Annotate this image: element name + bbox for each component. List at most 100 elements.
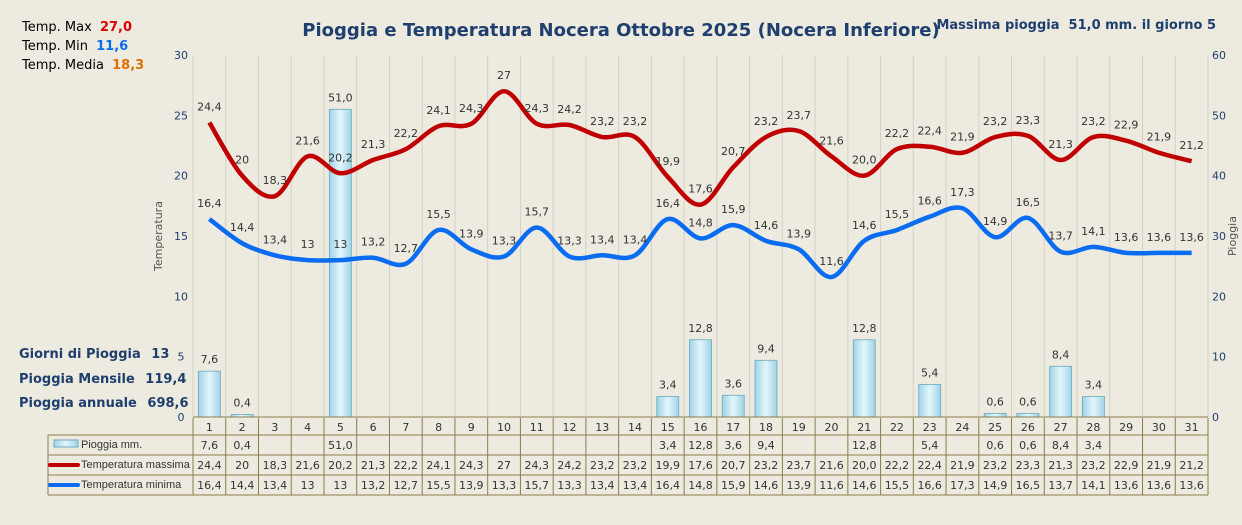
table-cell: 3,6 <box>724 439 742 452</box>
tmax-data-label: 19,9 <box>656 155 681 168</box>
table-cell: 7,6 <box>201 439 219 452</box>
table-cell: 23,3 <box>1016 459 1041 472</box>
rain-data-label: 0,6 <box>1019 395 1037 408</box>
rain-bar <box>197 370 221 418</box>
max-rain-note: Massima pioggia 51,0 mm. il giorno 5 <box>936 18 1216 33</box>
table-cell: 21,9 <box>950 459 975 472</box>
tmax-data-label: 18,3 <box>263 174 288 187</box>
table-cell: 17,3 <box>950 479 975 492</box>
tmax-value: 27,0 <box>99 20 133 35</box>
tmin-data-label: 13 <box>333 238 347 251</box>
tmin-data-label: 15,5 <box>885 208 910 221</box>
rain-bar <box>918 384 942 418</box>
table-cell: 24,3 <box>525 459 550 472</box>
rain-data-label: 9,4 <box>757 342 775 355</box>
tmax-data-label: 21,3 <box>361 138 386 151</box>
legend-label: Temperatura minima <box>81 479 182 491</box>
table-cell: 20 <box>235 459 249 472</box>
table-cell: 13 <box>333 479 347 492</box>
rain-data-label: 12,8 <box>688 322 713 335</box>
day-label: 23 <box>923 421 937 434</box>
table-cell: 24,1 <box>426 459 451 472</box>
day-label: 2 <box>239 421 246 434</box>
day-label: 28 <box>1086 421 1100 434</box>
tmin-data-label: 13,2 <box>361 236 386 249</box>
table-cell: 12,7 <box>394 479 419 492</box>
rain-bar <box>656 396 680 418</box>
day-label: 5 <box>337 421 344 434</box>
tmax-data-label: 17,6 <box>688 183 713 196</box>
y-tick-left: 20 <box>174 170 188 183</box>
tmin-data-label: 14,8 <box>688 216 713 229</box>
rain-bar <box>689 339 712 418</box>
rain-bar <box>754 359 778 418</box>
table-cell: 12,8 <box>688 439 713 452</box>
table-cell: 21,6 <box>295 459 320 472</box>
table-cell: 0,6 <box>986 439 1004 452</box>
tmax-data-label: 21,6 <box>819 134 844 147</box>
tmin-data-label: 14,4 <box>230 221 255 234</box>
tmax-data-label: 21,2 <box>1179 139 1204 152</box>
table-cell: 23,2 <box>590 459 615 472</box>
day-label: 7 <box>402 421 409 434</box>
rain-data-label: 8,4 <box>1052 348 1070 361</box>
day-label: 4 <box>304 421 311 434</box>
table-cell: 9,4 <box>757 439 775 452</box>
day-label: 26 <box>1021 421 1035 434</box>
day-label: 11 <box>530 421 544 434</box>
tmin-data-label: 13,4 <box>263 233 288 246</box>
day-label: 31 <box>1185 421 1199 434</box>
day-label: 21 <box>857 421 871 434</box>
day-label: 3 <box>271 421 278 434</box>
day-label: 12 <box>563 421 577 434</box>
table-cell: 8,4 <box>1052 439 1070 452</box>
table-cell: 23,7 <box>786 459 811 472</box>
rain-data-label: 3,4 <box>659 378 677 391</box>
rain-data-label: 12,8 <box>852 322 877 335</box>
tmax-data-label: 23,3 <box>1016 114 1041 127</box>
tmax-label: Temp. Max <box>22 20 92 35</box>
tmax-data-label: 23,2 <box>983 115 1008 128</box>
tmin-data-label: 15,9 <box>721 203 746 216</box>
table-cell: 15,7 <box>525 479 550 492</box>
table-cell: 14,6 <box>754 479 779 492</box>
tmin-data-label: 13,9 <box>459 227 484 240</box>
table-cell: 21,6 <box>819 459 844 472</box>
summary-tmed: Temp. Media 18,3 <box>22 58 144 73</box>
tmax-data-label: 24,1 <box>426 104 451 117</box>
day-label: 20 <box>824 421 838 434</box>
legend-rain-icon <box>53 439 79 448</box>
summary-rain-year: Pioggia annuale 698,6 <box>19 396 189 411</box>
y-axis-title-right: Pioggia <box>1226 216 1239 256</box>
tmin-data-label: 16,5 <box>1016 196 1041 209</box>
day-label: 9 <box>468 421 475 434</box>
rain-data-label: 0,6 <box>986 395 1004 408</box>
rain-year-value: 698,6 <box>147 396 189 411</box>
table-cell: 15,9 <box>721 479 746 492</box>
chart-title: Pioggia e Temperatura Nocera Ottobre 202… <box>302 20 940 41</box>
y-tick-right: 30 <box>1212 230 1226 243</box>
y-tick-left: 10 <box>174 290 188 303</box>
rain-data-label: 3,4 <box>1085 378 1103 391</box>
tmin-data-label: 13,4 <box>623 233 648 246</box>
table-cell: 5,4 <box>921 439 939 452</box>
table-cell: 21,2 <box>1179 459 1204 472</box>
tmax-data-label: 20,7 <box>721 145 746 158</box>
tmax-data-label: 24,3 <box>459 102 484 115</box>
y-tick-right: 60 <box>1212 49 1226 62</box>
legend-label: Temperatura massima <box>81 459 191 471</box>
tmin-data-label: 14,6 <box>754 219 779 232</box>
tmax-data-label: 21,9 <box>1147 131 1172 144</box>
legend-label: Pioggia mm. <box>81 439 142 451</box>
tmax-data-label: 22,4 <box>917 125 942 138</box>
table-cell: 11,6 <box>819 479 844 492</box>
y-axis-title-left: Temperatura <box>152 201 165 272</box>
day-label: 29 <box>1119 421 1133 434</box>
table-cell: 16,5 <box>1016 479 1041 492</box>
y-tick-right: 0 <box>1212 411 1219 424</box>
table-cell: 15,5 <box>885 479 910 492</box>
table-cell: 13,3 <box>492 479 517 492</box>
table-cell: 27 <box>497 459 511 472</box>
tmin-data-label: 16,4 <box>656 197 681 210</box>
tmax-data-label: 20 <box>235 154 249 167</box>
